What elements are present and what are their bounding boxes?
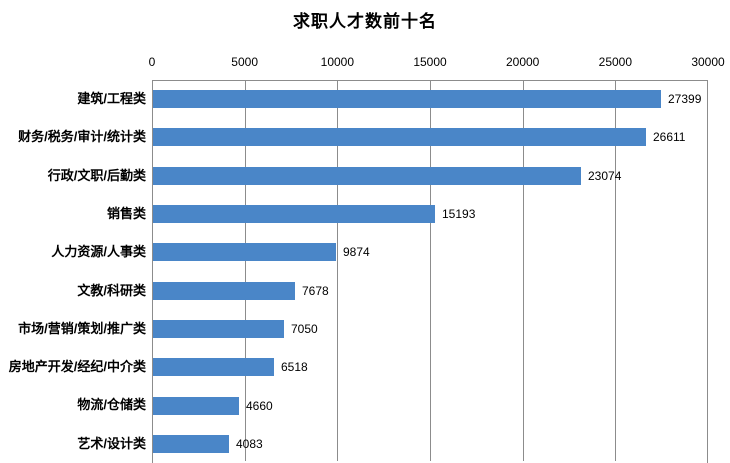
x-axis: 0 5000 10000 15000 20000 25000 30000 (0, 55, 730, 71)
category-label: 市场/营销/策划/推广类 (18, 321, 146, 336)
bar (153, 282, 295, 300)
bar-value-label: 6518 (281, 360, 308, 374)
chart-title: 求职人才数前十名 (293, 12, 437, 31)
gridline (522, 81, 524, 461)
bar (153, 435, 229, 453)
x-tick-label: 15000 (413, 55, 447, 69)
bar (153, 358, 274, 376)
gridline (615, 81, 617, 461)
bar (153, 205, 435, 223)
category-label: 财务/税务/审计/统计类 (18, 129, 146, 144)
category-label: 行政/文职/后勤类 (47, 168, 146, 183)
category-label: 艺术/设计类 (77, 436, 146, 451)
category-label: 物流/仓储类 (77, 397, 146, 412)
gridline (244, 81, 246, 461)
x-tick-label: 20000 (505, 55, 540, 69)
x-tick-label: 30000 (691, 55, 725, 69)
category-label: 房地产开发/经纪/中介类 (8, 359, 146, 374)
x-tick-label: 25000 (598, 55, 633, 69)
category-label: 销售类 (106, 206, 146, 221)
gridline (430, 81, 431, 461)
bar (153, 320, 284, 338)
bar-value-label: 23074 (588, 169, 622, 183)
x-tick-label: 5000 (231, 55, 259, 69)
x-tick-label: 0 (148, 55, 156, 69)
bar (153, 90, 661, 108)
bar (153, 243, 336, 261)
bar-value-label: 27399 (668, 92, 702, 106)
category-label: 人力资源/人事类 (51, 244, 146, 259)
gridline (337, 81, 339, 461)
category-label: 建筑/工程类 (77, 91, 146, 106)
bar (153, 397, 239, 415)
plot-area: 27399 26611 23074 15193 9874 7678 7050 6518 4660… (152, 80, 708, 463)
bar-value-label: 26611 (653, 130, 686, 144)
bar-value-label: 4083 (236, 437, 263, 451)
bar-value-label: 15193 (442, 207, 476, 221)
category-label: 文教/科研类 (77, 283, 146, 298)
y-axis-category-labels: 建筑/工程类财务/税务/审计/统计类行政/文职/后勤类销售类人力资源/人事类文教… (0, 80, 146, 463)
x-tick-label: 10000 (320, 55, 355, 69)
bar-value-label: 7678 (302, 284, 329, 298)
bar (153, 128, 646, 146)
bar-value-label: 4660 (246, 399, 273, 413)
bar-value-label: 7050 (291, 322, 318, 336)
bar (153, 167, 581, 185)
bar-value-label: 9874 (343, 245, 370, 259)
